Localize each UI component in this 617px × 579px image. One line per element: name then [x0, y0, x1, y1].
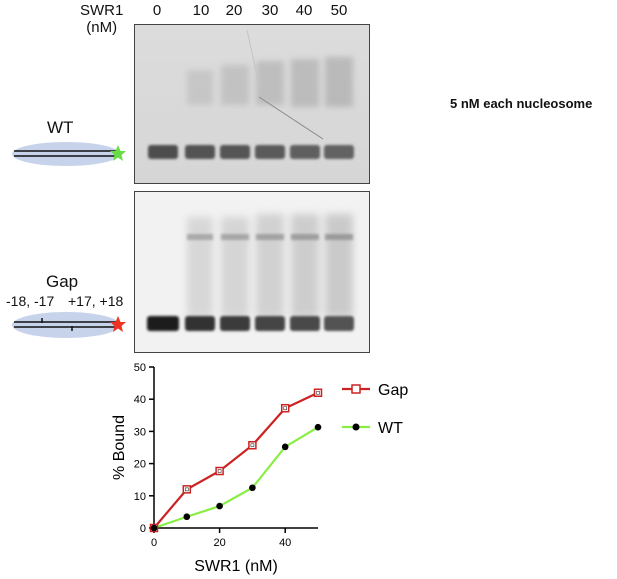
data-point-gap [248, 440, 257, 450]
y-tick-label: 40 [134, 394, 146, 406]
lane-label-40: 40 [295, 2, 313, 19]
gap-positions-right: +17, +18 [68, 293, 124, 309]
x-tick-label: 20 [213, 537, 225, 549]
gap-positions-left: -18, -17 [6, 293, 55, 309]
legend-marker-gap [351, 384, 361, 394]
legend-label-gap: Gap [378, 382, 408, 399]
gap-nucleosome-diagram [12, 312, 126, 338]
series-line-gap [153, 391, 319, 529]
data-point-wt [216, 502, 223, 510]
x-tick-label: 40 [279, 537, 291, 549]
data-point-gap [215, 466, 224, 476]
series-line-wt [153, 426, 319, 530]
data-point-wt [183, 513, 191, 521]
lane-label-10: 10 [192, 2, 210, 19]
wt-gel-bands [148, 29, 354, 159]
swr1-label: SWR1 [80, 2, 124, 19]
y-tick-label: 0 [140, 523, 146, 535]
swr1-axis-title: SWR1 (nM) [80, 2, 123, 36]
data-point-gap [182, 485, 192, 494]
legend: Gap WT [342, 382, 408, 437]
lane-label-50: 50 [330, 2, 348, 19]
lane-label-0: 0 [152, 2, 162, 19]
data-point-gap [280, 403, 290, 413]
swr1-unit-label: (nM) [86, 19, 118, 36]
data-point-wt [281, 443, 289, 451]
lane-label-30: 30 [261, 2, 279, 19]
gap-label: Gap [46, 272, 79, 291]
y-tick-label: 10 [134, 491, 146, 503]
legend-marker-wt [352, 423, 360, 431]
x-tick-label: 0 [151, 537, 157, 549]
y-axis-label: % Bound [111, 415, 128, 480]
gap-gel-bands [147, 214, 354, 331]
data-point-wt [314, 423, 322, 431]
y-tick-label: 50 [134, 362, 146, 374]
wt-fluorophore-star-icon [110, 145, 126, 161]
concentration-note: 5 nM each nucleosome [450, 96, 593, 111]
legend-label-wt: WT [378, 420, 403, 437]
data-point-gap [313, 388, 323, 398]
lane-label-20: 20 [225, 2, 243, 19]
wt-nucleosome-diagram [12, 142, 126, 166]
wt-label: WT [47, 118, 74, 137]
gap-fluorophore-star-icon [110, 316, 126, 332]
gap-gel-image [134, 191, 370, 353]
percent-bound-chart: 0 10 20 30 40 50 0 20 40 % Bound SWR1 (nM) Gap W… [111, 362, 408, 575]
wt-gel-image [134, 24, 370, 184]
y-tick-label: 20 [134, 459, 146, 471]
y-tick-label: 30 [134, 426, 146, 438]
data-point-wt [249, 484, 256, 492]
data-point-wt [150, 524, 158, 532]
x-axis-label: SWR1 (nM) [194, 558, 278, 575]
